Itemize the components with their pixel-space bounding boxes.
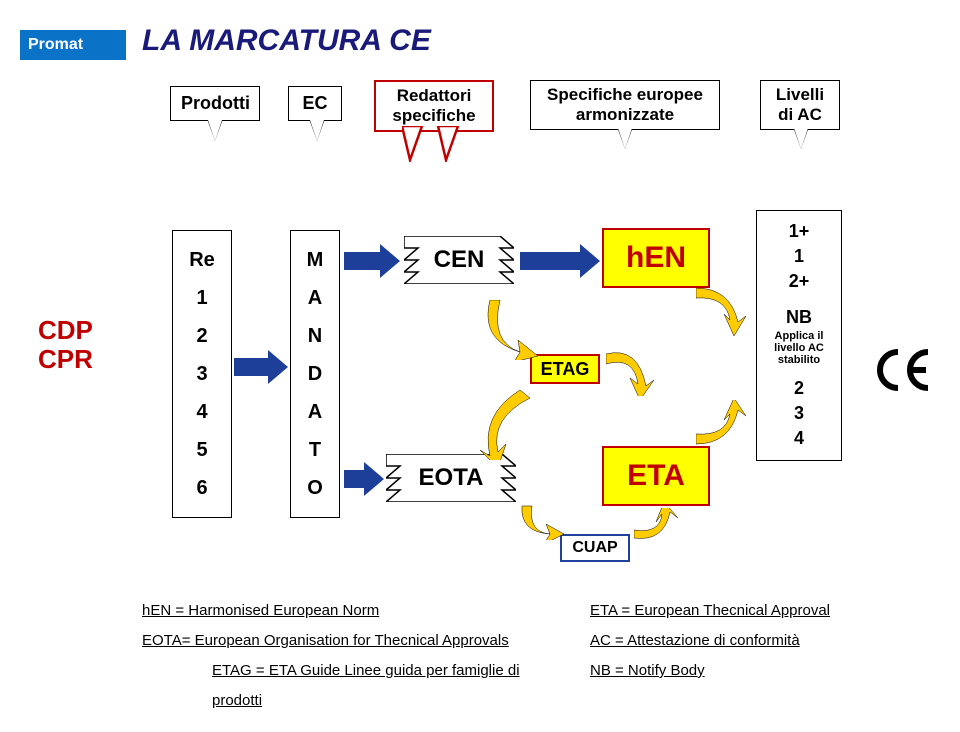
arrow-curve-etag-eota bbox=[480, 390, 540, 460]
arrow-eta-levels bbox=[696, 400, 756, 450]
arrow-hen-levels bbox=[696, 286, 756, 336]
brand-logo-text: Promat bbox=[28, 36, 83, 54]
callout-ec: EC bbox=[288, 86, 342, 121]
legend-nb: NB = Notify Body bbox=[590, 656, 910, 686]
legend-eota: EOTA= European Organisation for Thecnica… bbox=[142, 626, 572, 656]
arrow-mandato-cen bbox=[344, 244, 400, 278]
arrow-mandato-eota bbox=[344, 462, 384, 496]
callout-livelli: Livelli di AC bbox=[760, 80, 840, 130]
callout-specifiche: Specifiche europee armonizzate bbox=[530, 80, 720, 130]
box-etag: ETAG bbox=[530, 354, 600, 384]
column-re: Re 1 2 3 4 5 6 bbox=[172, 230, 232, 518]
brand-logo: Promat bbox=[20, 30, 126, 60]
legend-right: ETA = European Thecnical Approval AC = A… bbox=[590, 596, 910, 686]
callout-redattori-tail bbox=[402, 126, 462, 162]
arrow-curve-cuap-eta bbox=[634, 508, 678, 548]
arrow-curve-eota-cuap bbox=[520, 504, 564, 540]
box-hen: hEN bbox=[602, 228, 710, 288]
arrow-re-mandato bbox=[234, 350, 288, 384]
arrow-curve-cen-etag bbox=[480, 300, 540, 360]
banner-cen: CEN bbox=[404, 236, 514, 284]
callout-prodotti: Prodotti bbox=[170, 86, 260, 121]
arrow-curve-etag-right bbox=[606, 346, 656, 396]
legend-etag: ETAG = ETA Guide Linee guida per famigli… bbox=[142, 656, 572, 716]
column-levels: 1+ 1 2+ NB Applica il livello AC stabili… bbox=[756, 210, 842, 461]
legend-ac: AC = Attestazione di conformità bbox=[590, 626, 910, 656]
legend-eta: ETA = European Thecnical Approval bbox=[590, 596, 910, 626]
page-title: LA MARCATURA CE bbox=[142, 24, 431, 58]
legend-hen: hEN = Harmonised European Norm bbox=[142, 596, 572, 626]
box-eta: ETA bbox=[602, 446, 710, 506]
column-mandato: M A N D A T O bbox=[290, 230, 340, 518]
banner-eota: EOTA bbox=[386, 454, 516, 502]
arrow-cen-hen bbox=[520, 244, 600, 278]
cdp-cpr-label: CDP CPR bbox=[38, 316, 93, 373]
callout-redattori: Redattori specifiche bbox=[374, 80, 494, 132]
ce-mark-icon bbox=[874, 348, 934, 402]
legend-left: hEN = Harmonised European Norm EOTA= Eur… bbox=[142, 596, 572, 716]
box-cuap: CUAP bbox=[560, 534, 630, 562]
